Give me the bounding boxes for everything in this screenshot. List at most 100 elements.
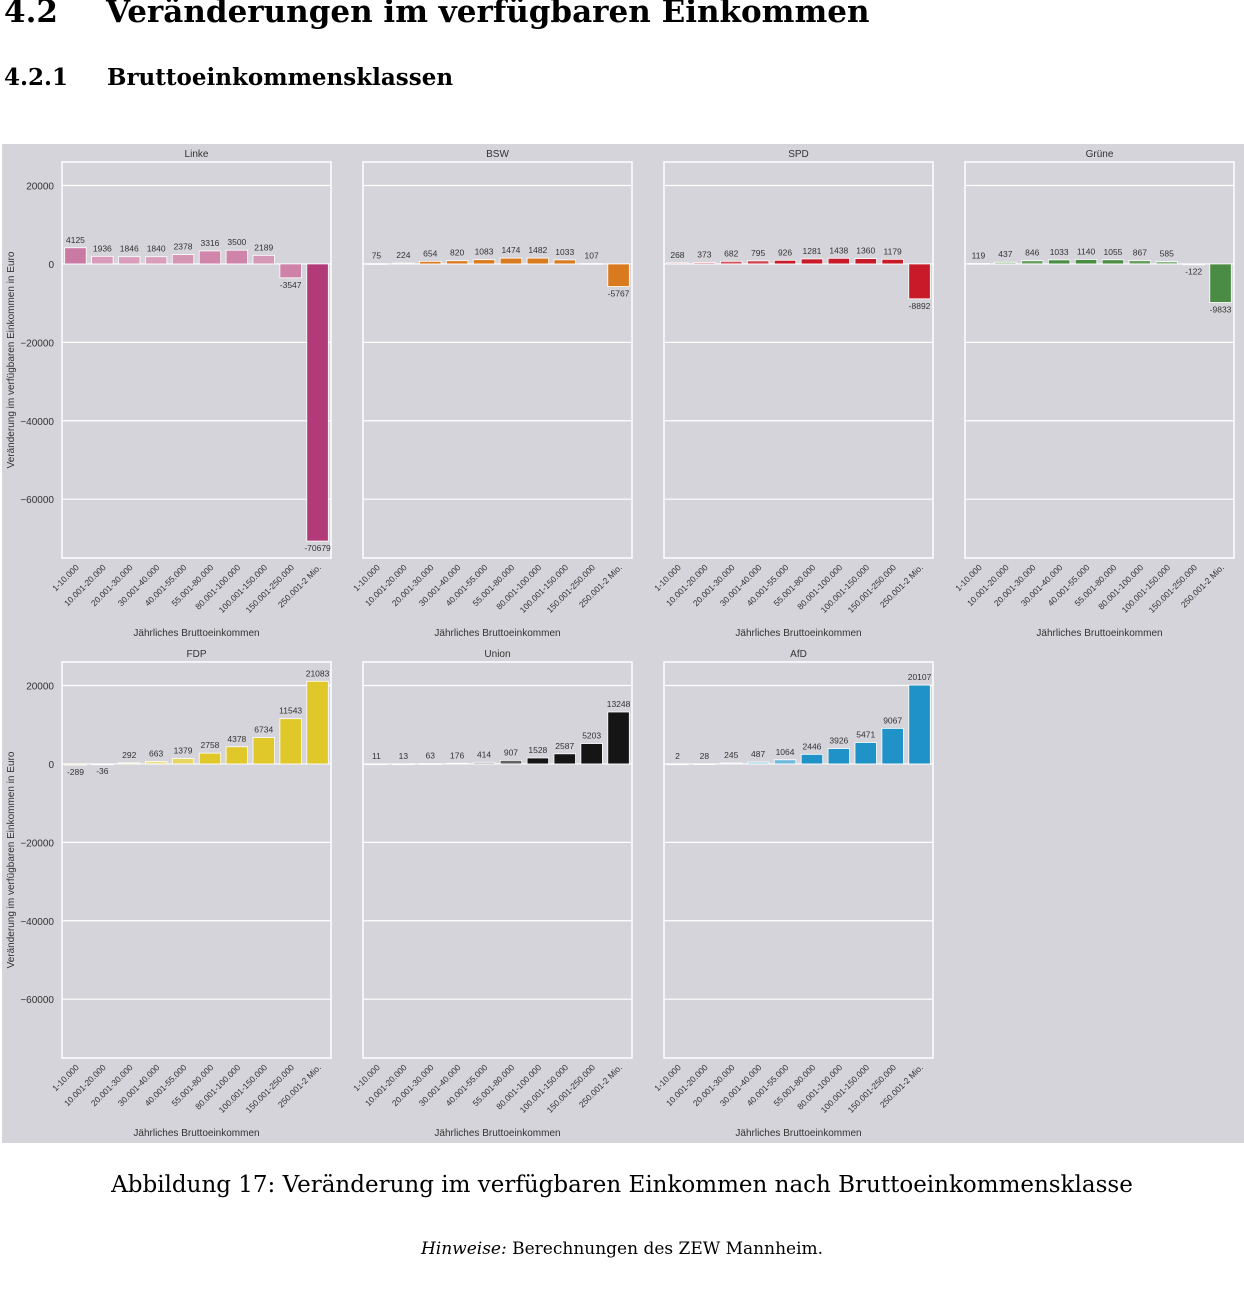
bar-afd-7	[854, 742, 877, 765]
subsection-title: Bruttoeinkommensklassen	[107, 64, 454, 91]
data-label: 4378	[227, 734, 246, 744]
data-label: 75	[372, 251, 382, 261]
bar-union-2	[419, 763, 442, 765]
y-axis-label: Veränderung im verfügbaren Einkommen in …	[6, 251, 17, 468]
data-label: 268	[670, 250, 684, 260]
bar-grüne-5	[1101, 259, 1125, 265]
data-label: 795	[751, 248, 765, 258]
figure-facet-bar-chart: Linke 20000 0 −20000 −40000 −60000 Veränderung…	[2, 144, 1244, 1143]
section-number: 4.2	[4, 0, 58, 30]
plot-frame	[61, 661, 332, 1059]
plot-frame	[362, 161, 633, 559]
data-label: 373	[697, 249, 711, 259]
x-axis-label: Jährliches Bruttoeinkommen	[434, 628, 560, 639]
bar-bsw-1	[392, 262, 415, 265]
data-label: 1438	[829, 245, 848, 255]
data-label: -36	[96, 766, 109, 776]
bar-fdp-5	[198, 752, 222, 765]
bar-linke-4	[171, 254, 195, 265]
data-label: 6734	[254, 725, 273, 735]
y-axis-label: Veränderung im verfügbaren Einkommen in …	[6, 751, 17, 968]
data-label: 2	[675, 751, 680, 761]
bar-fdp-0	[64, 763, 87, 766]
data-label: 1360	[856, 246, 875, 256]
data-label: 11543	[279, 706, 302, 716]
data-label: 1033	[1050, 247, 1069, 257]
data-label: 5203	[582, 731, 601, 741]
bar-fdp-6	[225, 746, 249, 765]
panel-title-fdp: FDP	[187, 649, 207, 660]
bar-grüne-0	[967, 263, 990, 265]
bar-afd-0	[666, 763, 689, 766]
bar-linke-6	[225, 249, 249, 265]
bar-bsw-2	[419, 260, 442, 265]
data-label: 654	[423, 248, 437, 258]
bar-bsw-7	[553, 259, 576, 265]
y-tick-label: 0	[48, 760, 54, 771]
data-label: 1064	[776, 747, 795, 757]
data-label: 2758	[200, 740, 219, 750]
figure-note: Hinweise: Berechnungen des ZEW Mannheim.	[0, 1239, 1244, 1259]
y-tick-label: 20000	[26, 182, 54, 193]
data-label: -3547	[280, 280, 302, 290]
panel-title-grüne: Grüne	[1086, 149, 1114, 160]
bar-bsw-3	[445, 260, 469, 265]
data-label: 21083	[306, 668, 330, 678]
data-label: 487	[751, 749, 765, 759]
data-label: 107	[585, 251, 599, 261]
bar-linke-1	[91, 255, 114, 265]
data-label: 1379	[174, 746, 193, 756]
bar-afd-8	[881, 727, 904, 765]
data-label: 1055	[1103, 247, 1122, 257]
data-label: 119	[972, 250, 986, 260]
data-label: 2446	[802, 741, 821, 751]
bar-union-9	[607, 711, 630, 765]
x-axis-label: Jährliches Bruttoeinkommen	[133, 628, 259, 639]
data-label: 1936	[93, 243, 112, 253]
data-label: 926	[778, 247, 792, 257]
x-axis-label: Jährliches Bruttoeinkommen	[1036, 628, 1162, 639]
bar-spd-4	[773, 259, 797, 265]
bar-union-1	[392, 763, 415, 766]
data-label: 13248	[607, 699, 631, 709]
data-label: 20107	[908, 672, 932, 682]
data-label: 9067	[883, 715, 902, 725]
data-label: 28	[700, 751, 710, 761]
bar-bsw-4	[472, 259, 496, 265]
bar-afd-5	[800, 753, 824, 765]
bar-linke-0	[64, 247, 87, 265]
y-tick-label: −40000	[20, 917, 54, 928]
x-axis-label: Jährliches Bruttoeinkommen	[735, 1128, 861, 1139]
bar-grüne-2	[1021, 260, 1044, 265]
bar-linke-7	[252, 254, 275, 265]
note-label: Hinweise:	[420, 1239, 507, 1259]
data-label: 4125	[66, 235, 85, 245]
data-label: 1846	[120, 244, 139, 254]
y-tick-label: −20000	[20, 838, 54, 849]
panel-title-union: Union	[484, 649, 510, 660]
bar-grüne-1	[994, 261, 1017, 265]
data-label: -70679	[304, 543, 331, 553]
y-tick-label: 0	[48, 260, 54, 271]
data-label: 245	[724, 750, 738, 760]
data-label: 2378	[174, 242, 193, 252]
bar-union-0	[365, 763, 388, 766]
note-text: Berechnungen des ZEW Mannheim.	[506, 1239, 824, 1259]
bar-spd-9	[908, 263, 931, 300]
figure-caption: Abbildung 17: Veränderung im verfügbaren…	[111, 1172, 1133, 1198]
x-axis-label: Jährliches Bruttoeinkommen	[434, 1128, 560, 1139]
panel-title-linke: Linke	[185, 149, 209, 160]
data-label: 907	[504, 747, 518, 757]
bar-spd-3	[746, 260, 770, 265]
data-label: -5767	[608, 289, 630, 299]
y-tick-label: −60000	[20, 995, 54, 1006]
x-axis-label: Jährliches Bruttoeinkommen	[735, 628, 861, 639]
bar-fdp-9	[306, 680, 329, 765]
bar-grüne-4	[1074, 259, 1098, 265]
bar-spd-6	[827, 257, 851, 265]
plot-frame	[663, 161, 934, 559]
subsection-number: 4.2.1	[4, 64, 69, 91]
bar-linke-9	[306, 263, 329, 542]
section-title: Veränderungen im verfügbaren Einkommen	[106, 0, 870, 30]
data-label: 5471	[856, 729, 875, 739]
